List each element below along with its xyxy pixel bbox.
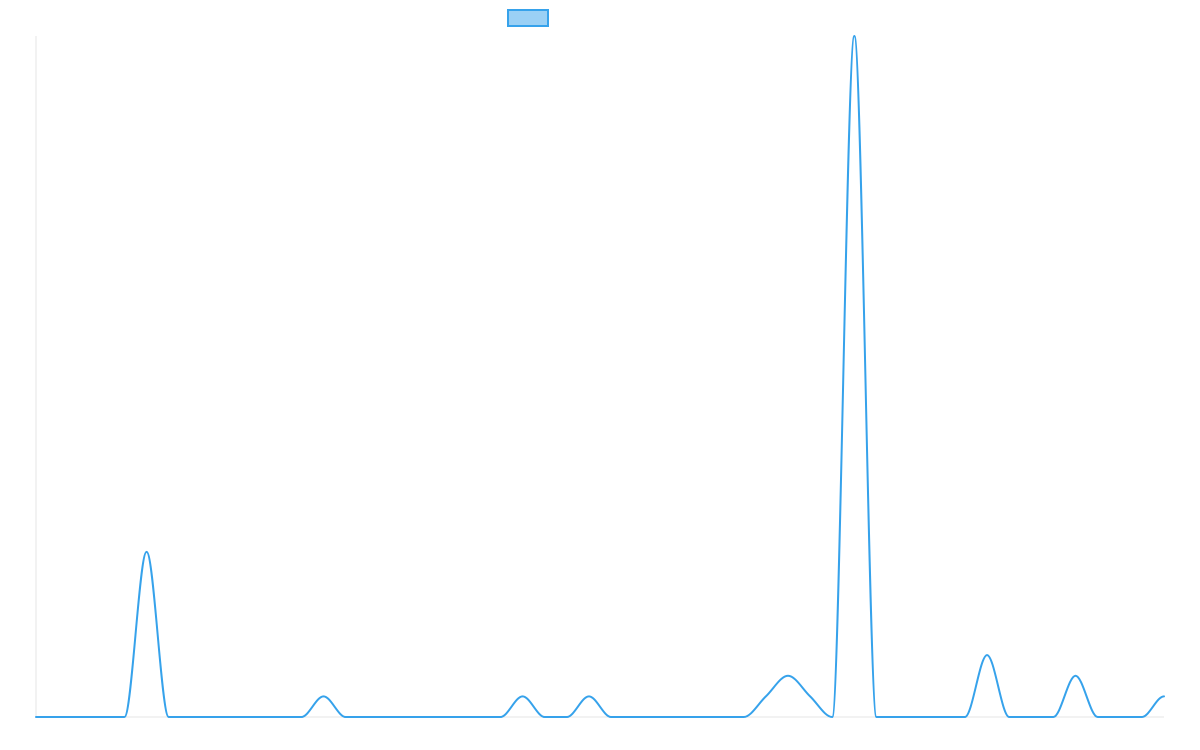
legend-swatch[interactable]: [507, 9, 549, 27]
series-line-0: [35, 35, 1165, 719]
